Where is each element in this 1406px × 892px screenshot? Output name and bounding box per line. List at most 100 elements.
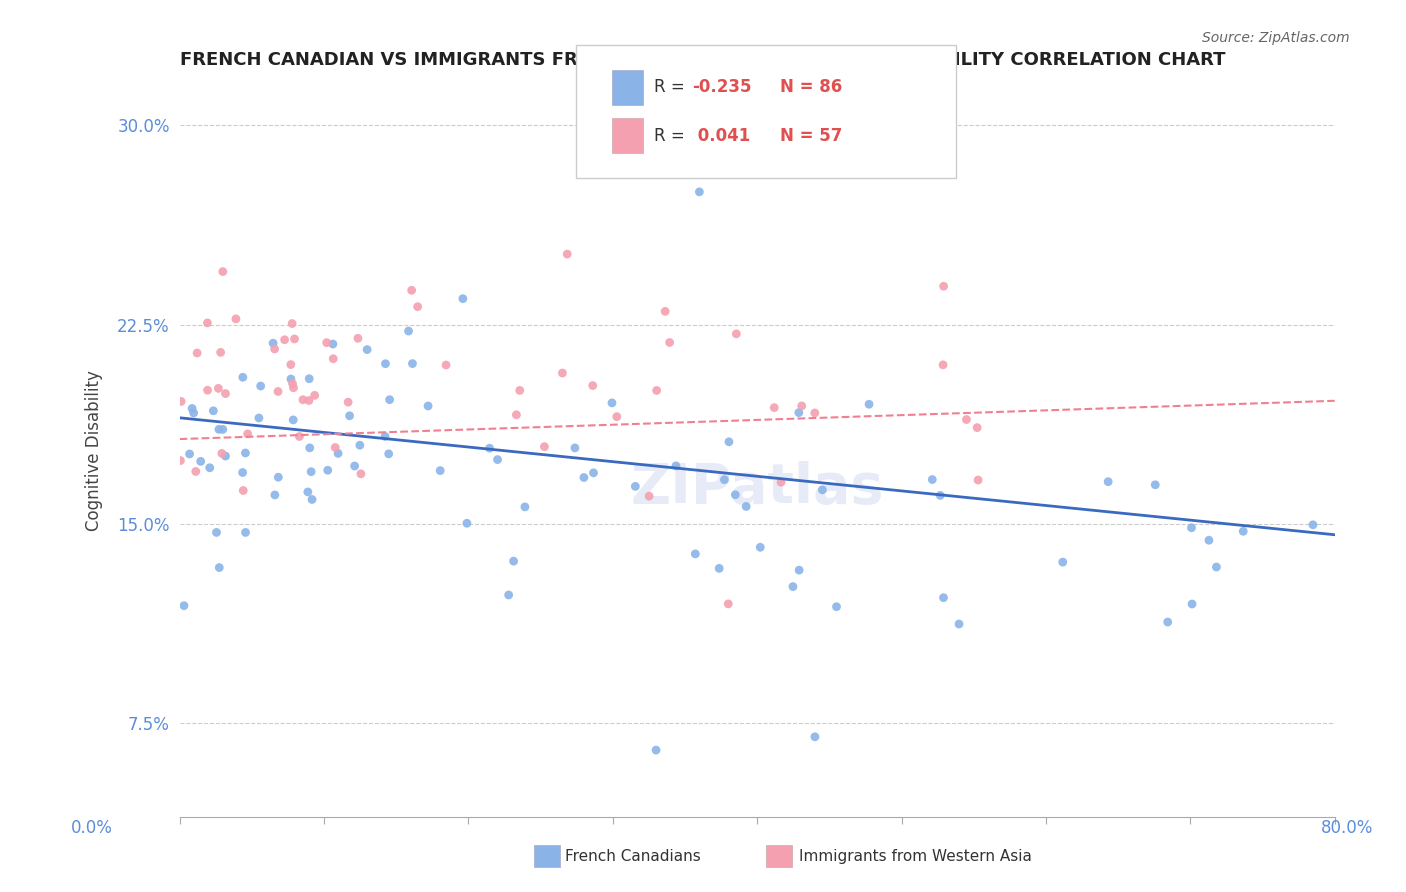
Point bbox=[356, 343, 378, 357]
Point bbox=[932, 279, 955, 293]
Point bbox=[1144, 477, 1167, 491]
Point bbox=[299, 465, 322, 479]
Point bbox=[1180, 521, 1202, 535]
Point bbox=[283, 332, 305, 346]
Point bbox=[378, 392, 401, 407]
Point bbox=[948, 617, 970, 632]
Point bbox=[505, 408, 527, 422]
Point bbox=[790, 399, 813, 413]
Point bbox=[298, 372, 321, 386]
Point bbox=[232, 370, 254, 384]
Point bbox=[967, 473, 990, 487]
Text: N = 57: N = 57 bbox=[780, 127, 842, 145]
Point bbox=[208, 560, 231, 574]
Point bbox=[709, 561, 731, 575]
Point bbox=[350, 467, 373, 481]
Point bbox=[763, 401, 786, 415]
Point bbox=[724, 488, 747, 502]
Point bbox=[326, 446, 349, 460]
Point bbox=[184, 465, 207, 479]
Point bbox=[298, 441, 321, 455]
Point bbox=[207, 381, 229, 395]
Point bbox=[478, 441, 501, 455]
Point bbox=[169, 453, 191, 467]
Point bbox=[198, 460, 221, 475]
Text: N = 86: N = 86 bbox=[780, 78, 842, 95]
Point bbox=[749, 541, 772, 555]
Point bbox=[249, 379, 271, 393]
Point bbox=[782, 580, 804, 594]
Point bbox=[434, 358, 457, 372]
Point bbox=[1052, 555, 1074, 569]
Point bbox=[966, 420, 988, 434]
Point bbox=[429, 464, 451, 478]
Point bbox=[304, 388, 326, 402]
Point bbox=[787, 406, 810, 420]
Point bbox=[347, 331, 370, 345]
Point bbox=[337, 395, 360, 409]
Point bbox=[502, 554, 524, 568]
Point bbox=[267, 470, 290, 484]
Point bbox=[451, 292, 474, 306]
Point bbox=[498, 588, 520, 602]
Point bbox=[197, 316, 219, 330]
Point bbox=[725, 326, 748, 341]
Point bbox=[787, 563, 810, 577]
Text: ZIPatlas: ZIPatlas bbox=[630, 460, 884, 515]
Point bbox=[825, 599, 848, 614]
Point bbox=[416, 399, 439, 413]
Point bbox=[804, 406, 827, 420]
Point bbox=[208, 422, 231, 436]
Point bbox=[1181, 597, 1204, 611]
Point bbox=[211, 446, 233, 460]
Point bbox=[281, 317, 304, 331]
Point bbox=[1232, 524, 1254, 539]
Point bbox=[323, 441, 346, 455]
Point bbox=[735, 500, 758, 514]
Point bbox=[713, 473, 735, 487]
Point bbox=[401, 357, 423, 371]
Point bbox=[665, 458, 688, 473]
Point bbox=[288, 429, 311, 443]
Text: R =: R = bbox=[654, 78, 690, 95]
Point bbox=[921, 473, 943, 487]
Point bbox=[811, 483, 834, 497]
Point bbox=[291, 392, 314, 407]
Point bbox=[339, 409, 361, 423]
Point bbox=[232, 483, 254, 498]
Point bbox=[235, 525, 257, 540]
Point bbox=[202, 404, 225, 418]
Point bbox=[582, 378, 605, 392]
Point bbox=[197, 383, 219, 397]
Point bbox=[555, 247, 578, 261]
Point bbox=[770, 475, 793, 490]
Point bbox=[173, 599, 195, 613]
Point bbox=[658, 335, 681, 350]
Point bbox=[717, 434, 740, 449]
Point bbox=[513, 500, 536, 514]
Point bbox=[624, 479, 647, 493]
Point bbox=[273, 333, 295, 347]
Point bbox=[509, 384, 531, 398]
Point bbox=[264, 488, 287, 502]
Point bbox=[533, 440, 555, 454]
Point bbox=[688, 185, 710, 199]
Text: French Canadians: French Canadians bbox=[565, 849, 702, 863]
Text: FRENCH CANADIAN VS IMMIGRANTS FROM WESTERN ASIA COGNITIVE DISABILITY CORRELATION: FRENCH CANADIAN VS IMMIGRANTS FROM WESTE… bbox=[180, 51, 1225, 69]
Point bbox=[929, 488, 952, 502]
Point bbox=[606, 409, 628, 424]
Point bbox=[685, 547, 707, 561]
Text: R =: R = bbox=[654, 127, 690, 145]
Point bbox=[281, 376, 304, 391]
Point bbox=[645, 743, 668, 757]
Point bbox=[486, 452, 509, 467]
Point bbox=[645, 384, 668, 398]
Point bbox=[858, 397, 880, 411]
Point bbox=[190, 454, 212, 468]
Point bbox=[316, 463, 339, 477]
Point bbox=[717, 597, 740, 611]
Point bbox=[374, 429, 396, 443]
Point bbox=[638, 489, 661, 503]
Point bbox=[804, 730, 827, 744]
Point bbox=[377, 447, 399, 461]
